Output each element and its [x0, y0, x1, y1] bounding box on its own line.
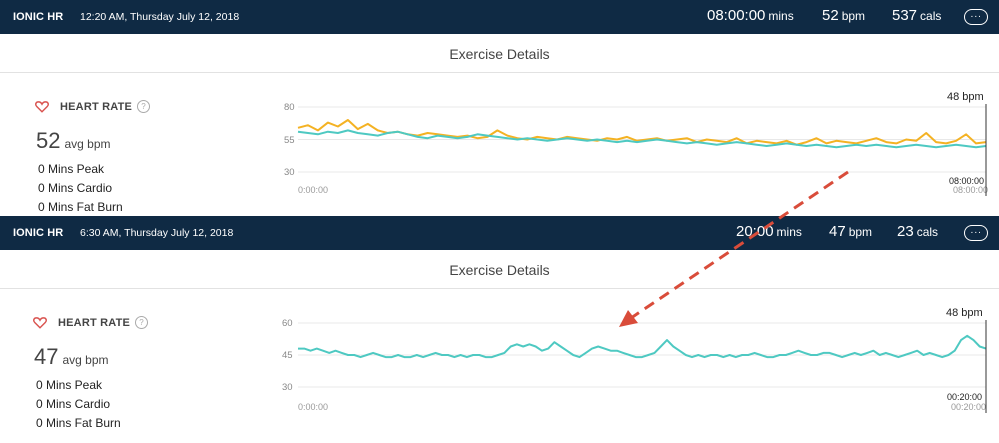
heart-rate-line — [298, 334, 987, 359]
avg-bpm: 52 avg bpm — [36, 128, 111, 154]
zone-fat-burn: 0 Mins Fat Burn — [38, 200, 123, 214]
exercise-datetime: 12:20 AM, Thursday July 12, 2018 — [80, 11, 240, 23]
exercise-header-bar: IONIC HR 12:20 AM, Thursday July 12, 201… — [0, 0, 999, 34]
x-tick-label: 00:20:00 — [951, 402, 986, 412]
zone-cardio: 0 Mins Cardio — [36, 397, 111, 411]
heart-rate-chart[interactable]: 80 55 30 0:00:00 08:00:00 08:00:00 48 bp… — [0, 0, 999, 216]
exercise-details-title: Exercise Details — [449, 46, 550, 62]
y-tick-label: 55 — [284, 135, 295, 146]
y-tick-label: 30 — [282, 382, 293, 393]
more-options-button[interactable]: ··· — [964, 225, 988, 241]
avg-bpm-unit: avg bpm — [64, 137, 111, 151]
exercise-panel-2: IONIC HR 6:30 AM, Thursday July 12, 2018… — [0, 216, 999, 443]
avg-bpm-value: 47 — [34, 344, 59, 369]
device-name: IONIC HR — [13, 227, 64, 239]
y-tick-label: 30 — [284, 167, 295, 178]
calories-value: 23 — [897, 223, 914, 240]
device-name: IONIC HR — [13, 11, 64, 23]
bpm-value: 52 — [822, 7, 839, 24]
zone-peak: 0 Mins Peak — [38, 162, 105, 176]
divider — [0, 288, 999, 289]
y-tick-label: 80 — [284, 102, 295, 113]
bpm-stat: 52 bpm — [822, 7, 865, 24]
help-icon[interactable]: ? — [135, 316, 148, 329]
heart-icon — [35, 101, 49, 113]
heart-rate-label: HEART RATE — [60, 101, 133, 113]
more-options-button[interactable]: ··· — [964, 9, 988, 25]
exercise-panel-1: IONIC HR 12:20 AM, Thursday July 12, 201… — [0, 0, 999, 216]
exercise-datetime: 6:30 AM, Thursday July 12, 2018 — [80, 227, 234, 239]
calories-stat: 23 cals — [897, 223, 938, 240]
duration-stat: 08:00:00 mins — [707, 7, 794, 24]
zone-fat-burn: 0 Mins Fat Burn — [36, 416, 121, 430]
heart-icon — [33, 317, 47, 329]
help-icon[interactable]: ? — [137, 100, 150, 113]
cursor-bpm-label: 48 bpm — [947, 91, 984, 103]
duration-value: 08:00:00 — [707, 7, 766, 24]
exercise-details-title: Exercise Details — [449, 262, 550, 278]
divider — [0, 72, 999, 73]
cursor-time-label: 08:00:00 — [949, 176, 984, 186]
heart-rate-chart[interactable]: 60 45 30 0:00:00 00:20:00 00:20:00 48 bp… — [0, 216, 999, 443]
bpm-unit: bpm — [848, 225, 873, 239]
zone-cardio: 0 Mins Cardio — [38, 181, 113, 195]
calories-unit: cals — [916, 225, 939, 239]
heart-rate-line — [297, 129, 987, 149]
y-tick-label: 45 — [282, 350, 293, 361]
calories-unit: cals — [920, 9, 942, 23]
x-tick-label: 0:00:00 — [298, 402, 328, 412]
x-tick-label: 0:00:00 — [298, 185, 328, 195]
avg-bpm-value: 52 — [36, 128, 61, 153]
x-tick-label: 08:00:00 — [953, 185, 988, 195]
calories-value: 537 — [892, 7, 918, 24]
avg-bpm: 47 avg bpm — [34, 344, 109, 370]
zone-peak: 0 Mins Peak — [36, 378, 103, 392]
duration-unit: mins — [768, 9, 794, 23]
y-tick-label: 60 — [282, 318, 293, 329]
avg-bpm-unit: avg bpm — [62, 353, 109, 367]
bpm-unit: bpm — [841, 9, 866, 23]
calories-stat: 537 cals — [892, 7, 941, 24]
cursor-time-label: 00:20:00 — [947, 392, 982, 402]
heart-rate-label: HEART RATE — [58, 317, 131, 329]
cursor-bpm-label: 48 bpm — [946, 307, 983, 319]
